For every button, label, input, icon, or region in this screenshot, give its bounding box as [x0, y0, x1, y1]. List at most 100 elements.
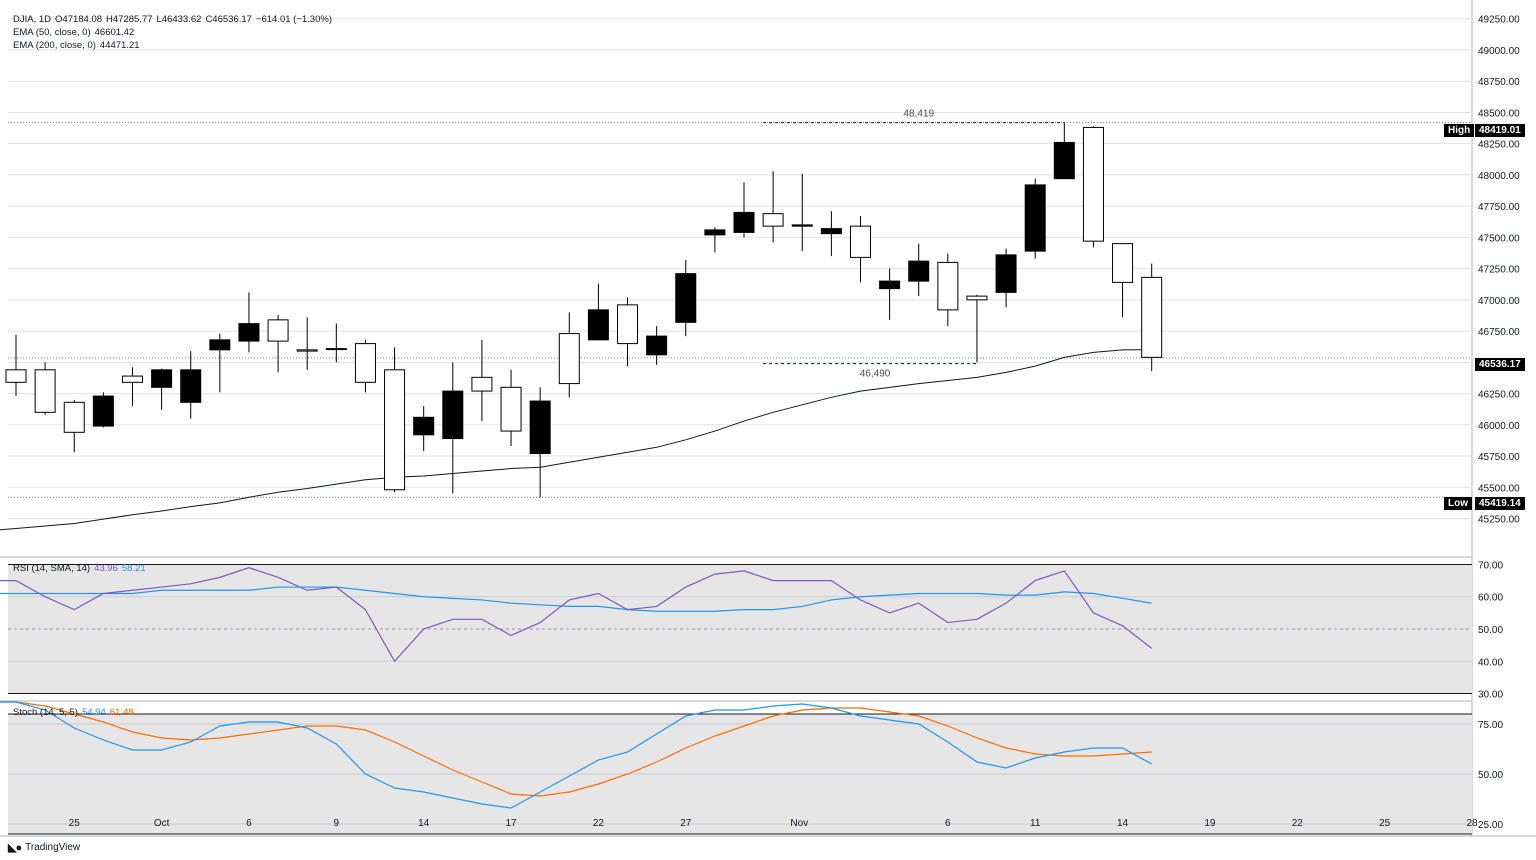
- price-tick-label: 48250.00: [1478, 140, 1520, 151]
- high-tag: High: [1444, 124, 1475, 137]
- time-tick-label: 22: [593, 818, 605, 829]
- price-tick-label: 45250.00: [1478, 515, 1520, 526]
- ema200-legend: EMA (200, close, 0) 44471.21: [13, 40, 144, 51]
- candle-body: [646, 335, 668, 356]
- candle-body: [34, 369, 56, 413]
- price-tick-label: 46250.00: [1478, 390, 1520, 401]
- rsi-sma-value: 58.21: [121, 563, 146, 574]
- candle-body: [238, 323, 260, 342]
- candle-body: [209, 339, 231, 351]
- time-tick-label: 22: [1292, 818, 1304, 829]
- time-tick-label: 27: [680, 818, 692, 829]
- tradingview-logo-icon: ◣●: [8, 842, 22, 854]
- candle-body: [849, 225, 871, 258]
- stoch-tick-label: 25.00: [1478, 820, 1503, 831]
- candle-body: [587, 309, 609, 341]
- stoch-k-value: 54.94: [81, 707, 106, 718]
- tradingview-logo[interactable]: ◣● TradingView: [8, 841, 80, 854]
- candle-body: [354, 343, 376, 383]
- time-tick-label: Nov: [790, 818, 808, 829]
- ema50-value: 46601.42: [94, 27, 135, 38]
- candle-body: [442, 390, 464, 440]
- stoch-legend: Stoch (14, 5, 5) 54.94 61.48: [13, 707, 138, 718]
- candle-body: [121, 375, 143, 383]
- time-tick-label: 14: [418, 818, 430, 829]
- candle-body: [384, 369, 406, 491]
- time-tick-label: 9: [334, 818, 340, 829]
- price-legend: DJIA, 1D O47184.08 H47285.77 L46433.62 C4653…: [13, 14, 336, 25]
- time-tick-label: 28: [1466, 818, 1478, 829]
- price-tick-label: 48500.00: [1478, 108, 1520, 119]
- close-value: C46536.17: [205, 14, 252, 25]
- price-tick-label: 46750.00: [1478, 327, 1520, 338]
- time-tick-label: 25: [69, 818, 81, 829]
- time-tick-label: Oct: [154, 818, 170, 829]
- candle-body: [1082, 126, 1104, 242]
- candle-body: [1112, 243, 1134, 283]
- ema50-label: EMA (50, close, 0): [13, 27, 91, 38]
- ema200-label: EMA (200, close, 0): [13, 40, 96, 51]
- candle-body: [500, 386, 522, 432]
- stoch-tick-label: 50.00: [1478, 770, 1503, 781]
- tradingview-brand-label: TradingView: [25, 842, 81, 853]
- price-tick-label: 47250.00: [1478, 265, 1520, 276]
- candle-body: [791, 224, 813, 227]
- rsi-tick-label: 40.00: [1478, 657, 1503, 668]
- low-price-label: 45419.14: [1475, 497, 1525, 510]
- high-value: H47285.77: [106, 14, 153, 25]
- time-tick-label: 14: [1117, 818, 1129, 829]
- price-tick-label: 47000.00: [1478, 296, 1520, 307]
- candle-body: [529, 400, 551, 455]
- ema50-legend: EMA (50, close, 0) 46601.42: [13, 27, 138, 38]
- candle-body: [1053, 141, 1075, 180]
- time-tick-label: 6: [945, 818, 951, 829]
- ema200-value: 44471.21: [99, 40, 140, 51]
- rsi-value: 43.96: [94, 563, 118, 574]
- rsi-tick-label: 50.00: [1478, 625, 1503, 636]
- candle-body: [151, 369, 173, 388]
- rsi-tick-label: 30.00: [1478, 690, 1503, 701]
- low-annotation-label: 46,490: [860, 369, 891, 380]
- high-price-label: 48419.01: [1475, 124, 1525, 137]
- rsi-tick-label: 60.00: [1478, 593, 1503, 604]
- last-price-label: 46536.17: [1475, 358, 1525, 371]
- rsi-tick-label: 70.00: [1478, 560, 1503, 571]
- symbol-label: DJIA, 1D: [13, 14, 52, 25]
- price-tick-label: 48000.00: [1478, 171, 1520, 182]
- candle-body: [471, 376, 493, 392]
- candle-body: [966, 295, 988, 301]
- stoch-k-line: [0, 701, 1152, 809]
- time-tick-label: 6: [246, 818, 252, 829]
- price-tick-label: 47750.00: [1478, 202, 1520, 213]
- rsi-line: [0, 567, 1153, 663]
- stoch-d-line: [0, 701, 1152, 797]
- candle-body: [267, 319, 289, 342]
- low-tag: Low: [1444, 497, 1472, 510]
- candle-body: [413, 416, 435, 436]
- price-tick-label: 45500.00: [1478, 483, 1520, 494]
- price-tick-label: 46000.00: [1478, 421, 1520, 432]
- candle-body: [617, 304, 639, 345]
- candle-body: [704, 229, 726, 236]
- candle-body: [5, 369, 27, 383]
- candle-body: [879, 280, 901, 290]
- price-tick-label: 47500.00: [1478, 233, 1520, 244]
- candle-body: [63, 401, 85, 433]
- candle-body: [558, 333, 580, 385]
- rsi-label: RSI (14, SMA, 14): [13, 563, 91, 574]
- candle-body: [820, 228, 842, 235]
- low-value: L46433.62: [156, 14, 202, 25]
- price-tick-label: 45750.00: [1478, 452, 1520, 463]
- stoch-label: Stoch (14, 5, 5): [13, 707, 78, 718]
- candle-body: [92, 395, 114, 427]
- stoch-tick-label: 75.00: [1478, 720, 1503, 731]
- time-tick-label: 19: [1204, 818, 1216, 829]
- candle-body: [937, 261, 959, 311]
- candle-body: [1024, 184, 1046, 252]
- candle-body: [995, 254, 1017, 293]
- time-tick-label: 11: [1030, 818, 1041, 829]
- time-tick-label: 17: [505, 818, 517, 829]
- rsi-legend: RSI (14, SMA, 14) 43.96 58.21: [13, 563, 150, 574]
- price-tick-label: 49000.00: [1478, 46, 1520, 57]
